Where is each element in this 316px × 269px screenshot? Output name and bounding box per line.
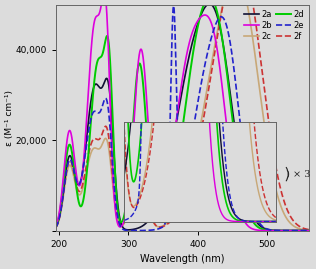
- Legend: 2a, 2b, 2c, 2d, 2e, 2f: 2a, 2b, 2c, 2d, 2e, 2f: [243, 9, 305, 42]
- Y-axis label: ε (M⁻¹ cm⁻¹): ε (M⁻¹ cm⁻¹): [5, 90, 14, 146]
- X-axis label: Wavelength (nm): Wavelength (nm): [140, 254, 224, 264]
- Text: ) × 3: ) × 3: [286, 170, 310, 179]
